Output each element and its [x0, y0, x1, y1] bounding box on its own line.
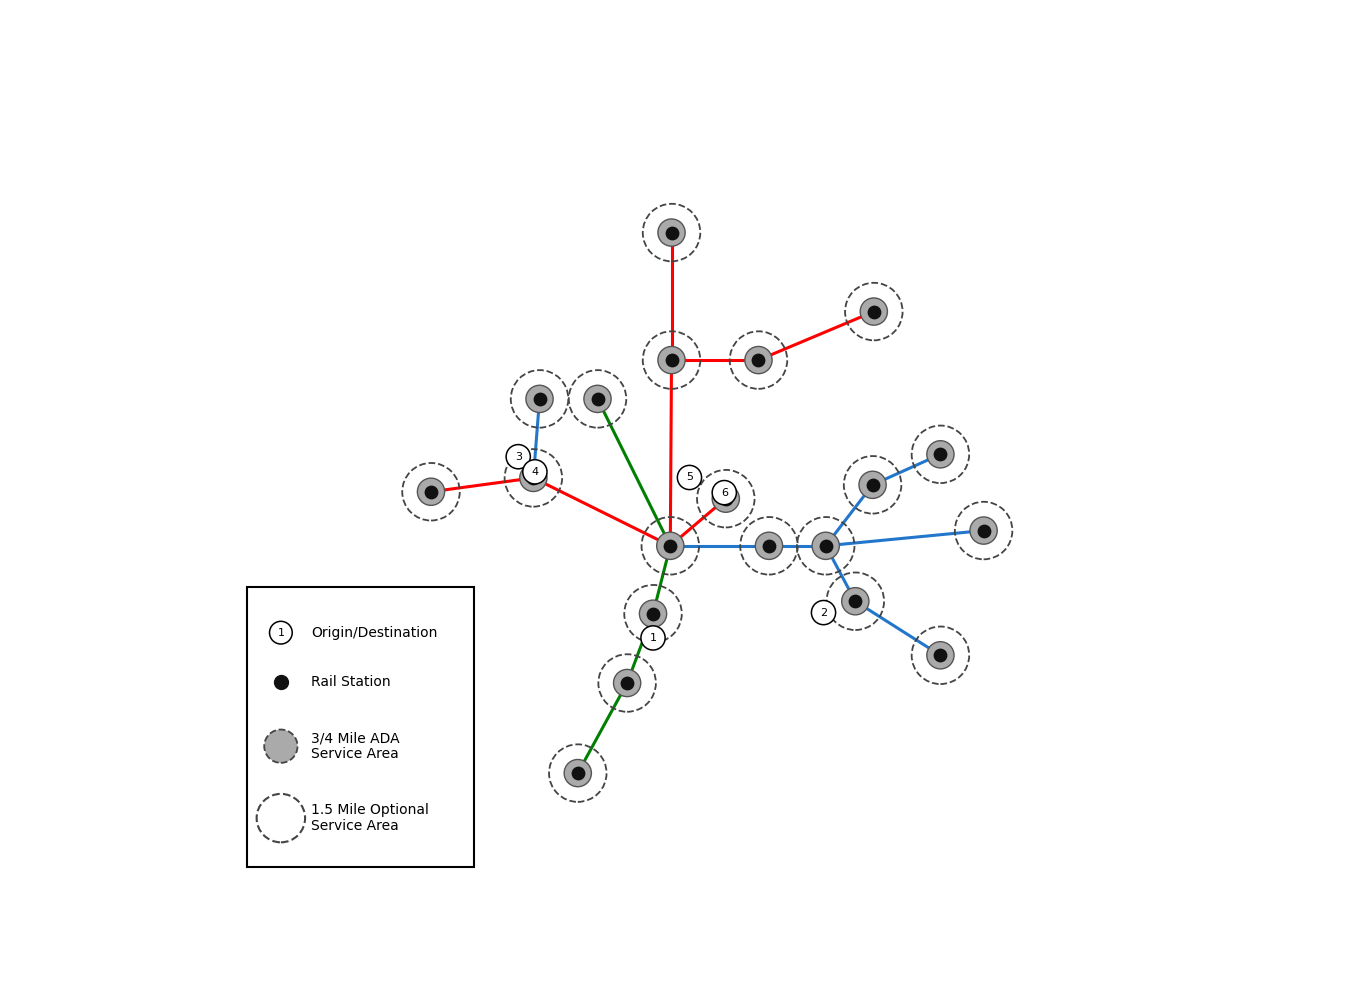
Circle shape	[256, 794, 305, 842]
Text: Rail Station: Rail Station	[310, 675, 390, 689]
Circle shape	[640, 600, 667, 627]
Point	[522, 470, 544, 486]
Circle shape	[585, 385, 612, 413]
Circle shape	[656, 532, 684, 559]
Text: 4: 4	[532, 467, 539, 477]
Point	[617, 675, 639, 691]
Text: 1.5 Mile Optional
Service Area: 1.5 Mile Optional Service Area	[310, 803, 429, 834]
Point	[660, 352, 682, 368]
Circle shape	[506, 444, 531, 469]
Circle shape	[613, 669, 641, 697]
Point	[270, 674, 292, 690]
Text: 3/4 Mile ADA
Service Area: 3/4 Mile ADA Service Area	[310, 731, 400, 761]
Circle shape	[522, 460, 547, 484]
Circle shape	[713, 485, 740, 512]
Circle shape	[564, 760, 591, 786]
Point	[863, 304, 884, 319]
Point	[845, 594, 867, 609]
Circle shape	[811, 601, 836, 625]
Circle shape	[756, 532, 783, 559]
Circle shape	[270, 621, 292, 644]
Circle shape	[657, 219, 686, 246]
Text: 5: 5	[686, 473, 693, 483]
Text: 6: 6	[721, 488, 728, 497]
Point	[759, 538, 780, 553]
Circle shape	[927, 642, 954, 668]
Circle shape	[520, 464, 547, 492]
Circle shape	[859, 471, 886, 498]
Point	[420, 484, 441, 499]
Circle shape	[969, 517, 998, 545]
Text: 1: 1	[277, 628, 285, 638]
Point	[587, 391, 609, 407]
Text: 3: 3	[514, 452, 521, 462]
Point	[973, 523, 995, 539]
Circle shape	[417, 478, 444, 505]
Point	[716, 491, 737, 506]
Circle shape	[745, 346, 772, 374]
Text: 1: 1	[649, 633, 656, 643]
Circle shape	[860, 298, 887, 325]
Point	[748, 352, 770, 368]
Point	[660, 225, 682, 241]
Circle shape	[841, 588, 869, 615]
Circle shape	[678, 465, 702, 490]
Point	[643, 606, 664, 621]
Circle shape	[657, 346, 686, 374]
Point	[930, 648, 952, 664]
Point	[529, 391, 551, 407]
Point	[567, 765, 589, 781]
Point	[660, 538, 682, 553]
Circle shape	[526, 385, 554, 413]
Text: 2: 2	[819, 607, 828, 617]
Circle shape	[641, 626, 666, 650]
FancyBboxPatch shape	[247, 587, 474, 867]
Point	[930, 446, 952, 462]
Circle shape	[713, 481, 736, 504]
Circle shape	[265, 729, 297, 763]
Text: Origin/Destination: Origin/Destination	[310, 625, 437, 640]
Circle shape	[813, 532, 840, 559]
Point	[815, 538, 837, 553]
Point	[861, 477, 883, 492]
Circle shape	[927, 440, 954, 468]
